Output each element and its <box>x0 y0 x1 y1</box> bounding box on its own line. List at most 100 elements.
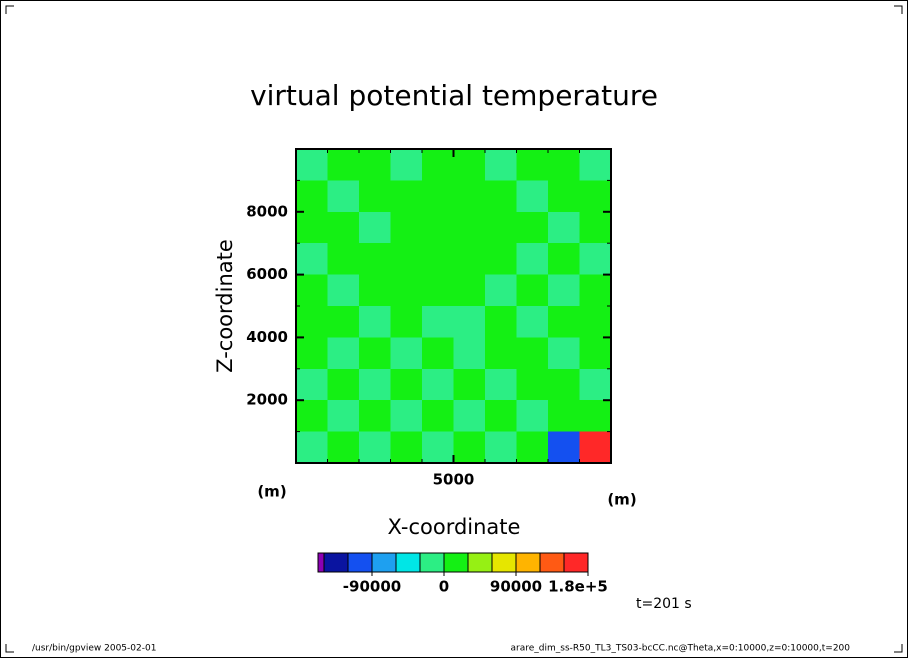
y-unit: (m) <box>257 483 286 501</box>
field-cell <box>296 337 328 370</box>
y-tick-label: 4000 <box>246 328 288 346</box>
field-cell <box>485 306 517 338</box>
field-cell <box>485 368 517 401</box>
field-cell <box>548 211 580 244</box>
field-cell <box>327 149 360 181</box>
field-cell <box>579 211 612 244</box>
corner-marks <box>5 5 903 653</box>
y-tick-label: 8000 <box>246 202 288 220</box>
y-tick-label: 6000 <box>246 265 288 283</box>
y-axis-label: Z-coordinate <box>213 239 237 373</box>
field-cell <box>327 368 360 401</box>
field-cell <box>390 337 423 370</box>
footer-left: /usr/bin/gpview 2005-02-01 <box>32 644 156 654</box>
field-cell <box>548 431 580 464</box>
colorbar-tick-label: -90000 <box>343 578 401 596</box>
time-label: t=201 s <box>636 596 692 612</box>
field-cell <box>390 431 423 464</box>
field-cell <box>579 368 612 401</box>
field-cell <box>516 368 549 401</box>
field-cell <box>422 400 454 433</box>
field-cell <box>296 274 328 307</box>
field-cell <box>453 243 486 276</box>
field-cell <box>485 149 517 181</box>
field-cell <box>327 243 360 276</box>
colorbar-box <box>419 552 445 573</box>
field-cell <box>422 431 454 464</box>
field-cell <box>390 180 423 213</box>
colorbar-box <box>563 552 589 573</box>
field-cell <box>516 431 549 464</box>
field-cell <box>296 149 328 181</box>
field-cell <box>359 149 391 181</box>
colorbar-box <box>467 552 493 573</box>
field-cell <box>516 274 549 307</box>
field-cell <box>453 180 486 213</box>
colorbar-box <box>317 552 325 573</box>
field-cell <box>359 337 391 370</box>
field-cell <box>359 400 391 433</box>
field-cell <box>359 211 391 244</box>
chart-title: virtual potential temperature <box>250 79 658 112</box>
field-cell <box>579 306 612 338</box>
field-cell <box>453 149 486 181</box>
field-cell <box>548 368 580 401</box>
field-cell <box>548 149 580 181</box>
field-cell <box>359 368 391 401</box>
colorbar-tick-label: 90000 <box>490 578 542 596</box>
field-cell <box>390 368 423 401</box>
field-cell <box>485 274 517 307</box>
field-cell <box>485 180 517 213</box>
field-cell <box>327 211 360 244</box>
x-unit: (m) <box>607 491 636 509</box>
field-cell <box>453 274 486 307</box>
field-cell <box>422 149 454 181</box>
field-cell <box>453 368 486 401</box>
field-cell <box>516 306 549 338</box>
field-cell <box>548 400 580 433</box>
field-cell <box>579 149 612 181</box>
field-cell <box>516 243 549 276</box>
colorbar-box <box>491 552 517 573</box>
field-cell <box>516 180 549 213</box>
field-cell <box>422 243 454 276</box>
field-cell <box>296 400 328 433</box>
field-cell <box>390 400 423 433</box>
field-cell <box>390 211 423 244</box>
field-cell <box>327 274 360 307</box>
colorbar-box <box>323 552 349 573</box>
field-cell <box>296 211 328 244</box>
colorbar-box <box>515 552 541 573</box>
footer-right: arare_dim_ss-R50_TL3_TS03-bcCC.nc@Theta,… <box>511 644 851 654</box>
field-cell <box>453 400 486 433</box>
x-tick-label: 5000 <box>433 471 475 489</box>
field-cell <box>516 337 549 370</box>
field-cell <box>516 211 549 244</box>
field-cell <box>390 243 423 276</box>
field-cell <box>359 274 391 307</box>
field-cell <box>296 368 328 401</box>
field-cell <box>579 274 612 307</box>
field-cell <box>453 306 486 338</box>
field-cell <box>548 337 580 370</box>
field-cell <box>485 211 517 244</box>
field-cell <box>327 337 360 370</box>
field-cell <box>453 431 486 464</box>
field-cell <box>485 431 517 464</box>
field-cell <box>422 306 454 338</box>
field-cell <box>296 431 328 464</box>
colorbar-box <box>347 552 373 573</box>
colorbar-tick-label: 0 <box>439 578 449 596</box>
field-cell <box>548 306 580 338</box>
field-cell <box>359 243 391 276</box>
field-cell <box>359 306 391 338</box>
field-cell <box>422 180 454 213</box>
field-cell <box>390 306 423 338</box>
field-cell <box>579 337 612 370</box>
field-cell <box>359 431 391 464</box>
field-cell <box>422 211 454 244</box>
field-cell <box>548 180 580 213</box>
field-cell <box>485 400 517 433</box>
field-cell <box>579 243 612 276</box>
field-cell <box>516 149 549 181</box>
